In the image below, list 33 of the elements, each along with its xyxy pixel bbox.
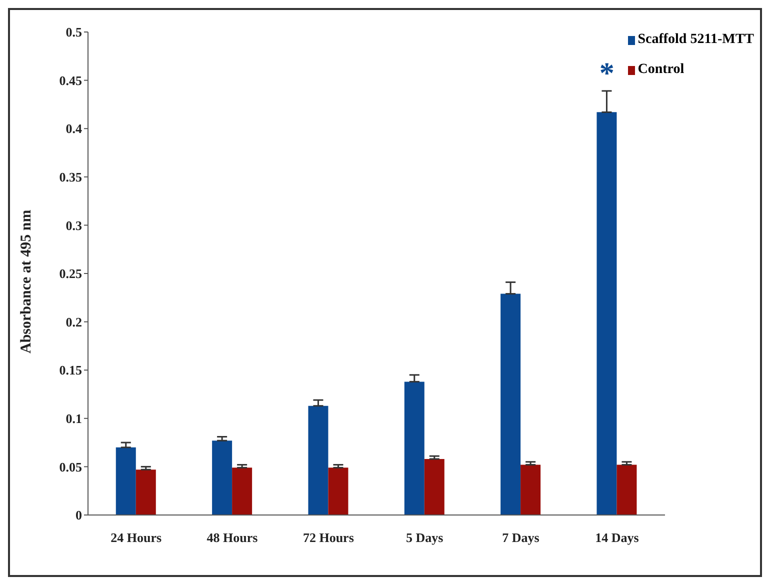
x-tick-label: 48 Hours	[206, 530, 258, 546]
y-tick-label: 0.35	[59, 170, 82, 185]
x-tick-label: 72 Hours	[302, 530, 354, 546]
y-tick-label: 0.4	[66, 121, 82, 136]
bar	[520, 464, 541, 515]
x-tick-label: 5 Days	[406, 530, 444, 546]
y-tick-label: 0.3	[66, 218, 82, 233]
y-tick-label: 0	[76, 508, 82, 523]
bar	[616, 464, 637, 515]
bar	[404, 382, 424, 515]
y-tick-label: 0.1	[66, 411, 82, 426]
y-tick-label: 0.05	[59, 459, 82, 474]
x-tick-label: 7 Days	[502, 530, 540, 546]
y-axis-title: Absorbance at 495 nm	[18, 209, 34, 354]
bar	[212, 440, 232, 515]
x-tick-label: 24 Hours	[110, 530, 162, 546]
y-tick-label: 0.2	[66, 314, 82, 330]
y-tick-label: 0.5	[66, 24, 82, 40]
x-tick-label: 14 Days	[595, 530, 639, 546]
y-tick-label: 0.15	[59, 362, 82, 378]
bar	[328, 468, 348, 515]
y-tick-label: 0.25	[59, 266, 82, 282]
bar	[136, 470, 156, 515]
bar	[500, 294, 521, 515]
legend-label: Scaffold 5211-MTT	[638, 32, 754, 48]
bar	[232, 468, 252, 515]
legend-label: Control	[638, 62, 684, 78]
y-tick-label: 0.45	[59, 72, 82, 88]
bar	[308, 406, 328, 515]
annotation: *	[599, 56, 614, 90]
bar	[424, 458, 444, 515]
bar	[116, 447, 136, 515]
bar	[596, 112, 617, 515]
